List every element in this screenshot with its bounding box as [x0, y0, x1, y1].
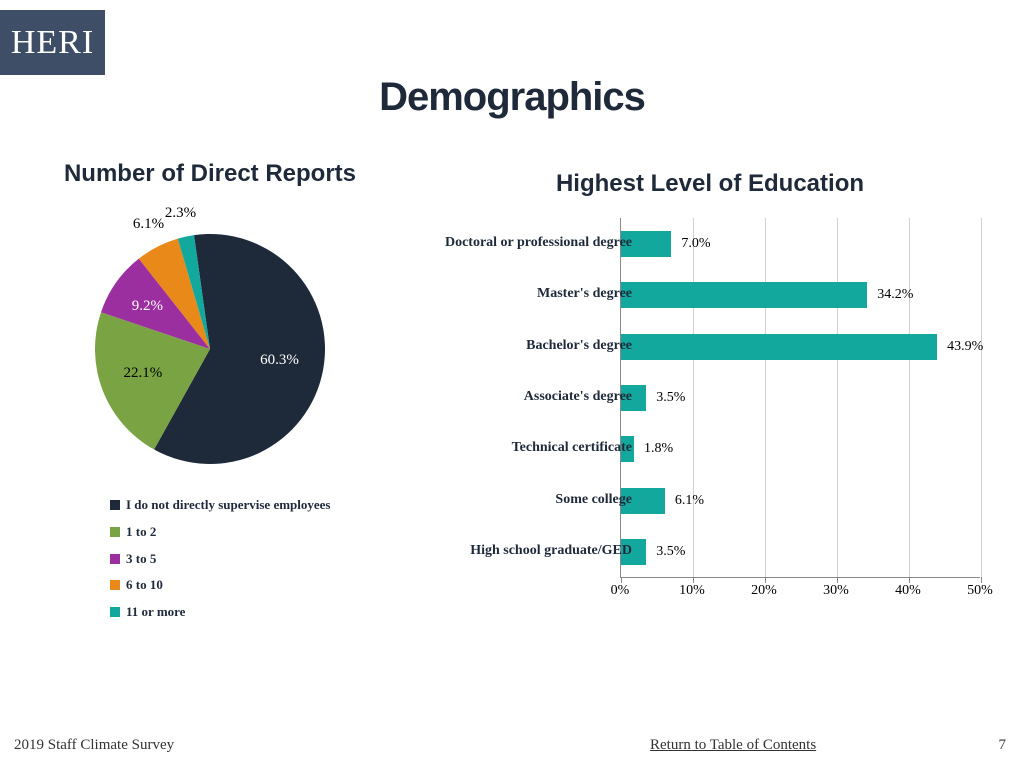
x-tick-label: 0%: [611, 583, 630, 599]
legend-item: 1 to 2: [110, 524, 380, 541]
gridline: [981, 218, 982, 577]
legend-label: 6 to 10: [126, 577, 163, 594]
gridline: [909, 218, 910, 577]
legend-swatch: [110, 527, 120, 537]
bar-category-label: Master's degree: [432, 286, 632, 302]
brand-logo: HERI: [0, 10, 105, 75]
bar-chart-title: Highest Level of Education: [420, 170, 1000, 198]
pie-legend: I do not directly supervise employees 1 t…: [110, 497, 380, 621]
legend-item: 11 or more: [110, 604, 380, 621]
legend-swatch: [110, 580, 120, 590]
x-tick-label: 20%: [751, 583, 777, 599]
x-tick-label: 10%: [679, 583, 705, 599]
legend-label: 11 or more: [126, 604, 185, 621]
legend-swatch: [110, 607, 120, 617]
pie-chart: 60.3%22.1%9.2%6.1%2.3%: [80, 219, 340, 479]
return-to-toc-link[interactable]: Return to Table of Contents: [650, 737, 816, 754]
bar-value-label: 3.5%: [656, 390, 685, 406]
pie-slice-label: 6.1%: [133, 216, 164, 233]
bar-category-label: Bachelor's degree: [432, 338, 632, 354]
gridline: [693, 218, 694, 577]
bar-category-label: Technical certificate: [432, 440, 632, 456]
bar-value-label: 34.2%: [877, 287, 913, 303]
pie-slice-label: 22.1%: [123, 365, 162, 382]
bar-value-label: 6.1%: [675, 493, 704, 509]
bar-value-label: 43.9%: [947, 339, 983, 355]
bar-row: 7.0%: [621, 231, 711, 257]
legend-swatch: [110, 500, 120, 510]
legend-swatch: [110, 554, 120, 564]
pie-slice-label: 2.3%: [165, 205, 196, 222]
bar-category-label: Doctoral or professional degree: [432, 235, 632, 251]
bar-value-label: 7.0%: [681, 236, 710, 252]
bar-category-label: High school graduate/GED: [432, 543, 632, 559]
bar-category-label: Some college: [432, 492, 632, 508]
bar-category-label: Associate's degree: [432, 389, 632, 405]
legend-label: 3 to 5: [126, 551, 156, 568]
pie-slice-label: 60.3%: [260, 352, 299, 369]
bar: [621, 282, 867, 308]
legend-label: 1 to 2: [126, 524, 156, 541]
x-tick-label: 30%: [823, 583, 849, 599]
bar-chart: 7.0% 34.2% 43.9% 3.5% 1.8% 6.1% 3.5% 0% 10% 20% 3…: [420, 218, 1000, 618]
bar-chart-section: Highest Level of Education 7.0% 34.2% 43.9…: [420, 170, 1000, 618]
bar-plot-area: 7.0% 34.2% 43.9% 3.5% 1.8% 6.1% 3.5%: [620, 218, 980, 578]
legend-item: 3 to 5: [110, 551, 380, 568]
legend-label: I do not directly supervise employees: [126, 497, 331, 514]
bar-value-label: 3.5%: [656, 544, 685, 560]
x-tick-label: 50%: [967, 583, 993, 599]
bar-value-label: 1.8%: [644, 441, 673, 457]
bar: [621, 334, 937, 360]
legend-item: I do not directly supervise employees: [110, 497, 380, 514]
bar-row: 43.9%: [621, 334, 983, 360]
bar-row: 34.2%: [621, 282, 913, 308]
pie-slice-label: 9.2%: [132, 298, 163, 315]
legend-item: 6 to 10: [110, 577, 380, 594]
gridline: [837, 218, 838, 577]
bar-row: 6.1%: [621, 488, 704, 514]
page-number: 7: [999, 737, 1007, 754]
gridline: [765, 218, 766, 577]
page-title: Demographics: [0, 75, 1024, 120]
x-tick-label: 40%: [895, 583, 921, 599]
footer-source: 2019 Staff Climate Survey: [14, 737, 174, 754]
pie-chart-title: Number of Direct Reports: [40, 160, 380, 189]
pie-chart-section: Number of Direct Reports 60.3% 22.1% 9.2% 6…: [40, 160, 380, 631]
